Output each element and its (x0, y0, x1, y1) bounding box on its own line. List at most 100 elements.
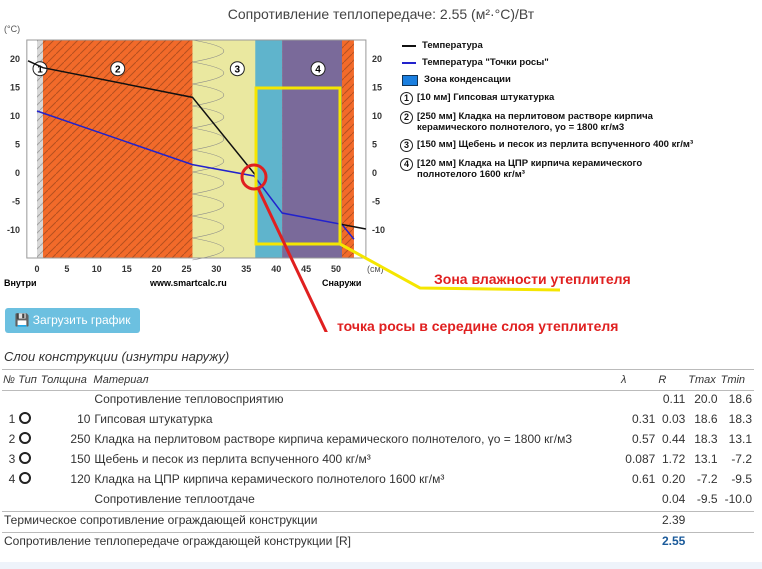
table-cell (17, 471, 39, 491)
table-cell: 1.72 (661, 452, 686, 466)
insulation-pattern (192, 105, 225, 129)
legend-label: Зона конденсации (424, 74, 511, 85)
x-tick-label: 30 (211, 264, 221, 274)
table-row: 4 120 Кладка на ЦПР кирпича керамического … (2, 471, 754, 491)
layer-number: 2 (400, 111, 413, 124)
layer-marker (110, 61, 126, 77)
table-cell (2, 491, 17, 512)
table-cell: 0.03 (661, 412, 686, 426)
moisture-zone-pointer (339, 242, 561, 292)
table-cell (620, 491, 657, 512)
x-tick-label: 50 (331, 264, 341, 274)
layer-marker (229, 61, 245, 77)
empty-cell (687, 511, 754, 533)
insulation-pattern (192, 171, 225, 195)
table-cell: 150 (70, 452, 91, 466)
table-row: 3 150 Щебень и песок из перлита вспученног… (2, 451, 754, 471)
y-tick-label-right: 10 (372, 111, 382, 121)
summary-value: 2.39 (657, 511, 688, 533)
plot-frame (26, 39, 367, 259)
outside-label: Снаружи (322, 278, 361, 288)
table-cell: 20.0 (694, 392, 718, 406)
x-tick-label: 5 (64, 264, 69, 274)
y-tick-label: 10 (10, 111, 20, 121)
series-line-2 (341, 223, 367, 230)
load-chart-button[interactable]: 💾 Загрузить график (5, 308, 140, 333)
x-tick-label: 15 (122, 264, 132, 274)
table-cell: -9.5 (731, 472, 752, 486)
column-header: Толщина (39, 369, 93, 391)
table-cell (17, 431, 39, 451)
footer-strip (0, 562, 762, 569)
chart-title: Сопротивление теплопередаче: 2.55 (м²·°С… (227, 6, 535, 22)
table-cell (17, 451, 39, 471)
annotation-moisture-zone: Зона влажности утеплителя (434, 271, 631, 287)
empty-cell (687, 532, 754, 553)
table-cell: 13.1 (728, 432, 752, 446)
x-tick-label: 0 (34, 264, 39, 274)
dew-point-pointer (256, 187, 328, 332)
table-cell (17, 411, 39, 431)
column-header: Материал (92, 369, 621, 391)
condensation-zone (282, 40, 342, 258)
layer-type-icon[interactable] (19, 452, 32, 464)
table-cell (17, 391, 39, 412)
legend-layer: 1 [10 мм] Гипсовая штукатурка (400, 92, 700, 105)
legend-label: Температура "Точки росы" (422, 57, 549, 68)
table-cell: Щебень и песок из перлита вспученного 40… (94, 452, 371, 466)
y-tick-label: -10 (7, 225, 20, 235)
summary-value: 2.55 (657, 532, 688, 553)
table-cell: 18.3 (694, 432, 718, 446)
table-cell: -7.2 (696, 472, 718, 486)
table-cell: -7.2 (731, 452, 752, 466)
table-cell (40, 491, 93, 512)
layer-hatch (37, 40, 43, 258)
y-tick-label-right: 0 (372, 168, 377, 178)
column-header: λ (620, 369, 658, 391)
y-tick-label: -5 (12, 197, 20, 207)
summary-label: Термическое сопротивление ограждающей ко… (2, 511, 658, 533)
layer-number: 3 (400, 139, 413, 152)
site-label: www.smartcalc.ru (149, 278, 227, 288)
legend-layer: 2 [250 мм] Кладка на перлитовом растворе … (400, 111, 700, 133)
condensation-zone (255, 40, 283, 258)
column-header: № (2, 369, 18, 391)
summary-row: Термическое сопротивление ограждающей ко… (2, 511, 754, 533)
summary-label: Сопротивление теплопередаче ограждающей … (2, 532, 658, 553)
y-tick-label-right: -5 (372, 197, 380, 207)
table-cell: 18.6 (694, 412, 718, 426)
x-tick-label: 40 (271, 264, 281, 274)
layer-number: 1 (37, 65, 43, 76)
layer-type-icon[interactable] (19, 412, 32, 424)
table-row: 1 10 Гипсовая штукатурка 0.31 0.03 18.6 18.3 (2, 411, 754, 431)
insulation-pattern (192, 149, 225, 173)
y-tick-label-right: 15 (372, 83, 382, 93)
x-tick-label: 35 (241, 264, 251, 274)
column-header: Tmax (687, 369, 720, 391)
table-cell: 0.20 (661, 472, 686, 486)
insulation-pattern (192, 83, 225, 107)
y-tick-label-right: -10 (372, 225, 385, 235)
legend-layer: 3 [150 мм] Щебень и песок из перлита вспу… (400, 139, 700, 152)
table-cell: 250 (70, 432, 91, 446)
table-cell: 18.3 (728, 412, 752, 426)
table-cell (17, 491, 39, 512)
legend-label: [250 мм] Кладка на перлитовом растворе к… (417, 111, 653, 133)
insulation-pattern (192, 193, 225, 217)
table-cell: Кладка на ЦПР кирпича керамического полн… (94, 472, 445, 486)
x-tick-label: 25 (181, 264, 191, 274)
layers-table: № Тип Толщина Материал λ R Tmax Tmin Сопротивле… (2, 369, 754, 553)
chart-legend: Температура Температура "Точки росы" Зон… (400, 40, 700, 186)
legend-temp: Температура (400, 40, 700, 51)
x-tick-label: 10 (92, 264, 102, 274)
table-cell: 0.57 (631, 432, 656, 446)
table-row: Сопротивление теплоотдаче 0.04 -9.5 -10.0 (2, 491, 754, 512)
y-tick-label: 0 (15, 168, 20, 178)
layer-type-icon[interactable] (19, 432, 32, 444)
table-row: Сопротивление тепловосприятию 0.11 20.0 18.… (2, 391, 754, 412)
legend-label: Температура (422, 40, 483, 51)
button-label: Загрузить график (32, 313, 131, 327)
table-cell: 1 (8, 412, 16, 426)
y-tick-label: 5 (15, 140, 20, 150)
layer-type-icon[interactable] (19, 472, 32, 484)
